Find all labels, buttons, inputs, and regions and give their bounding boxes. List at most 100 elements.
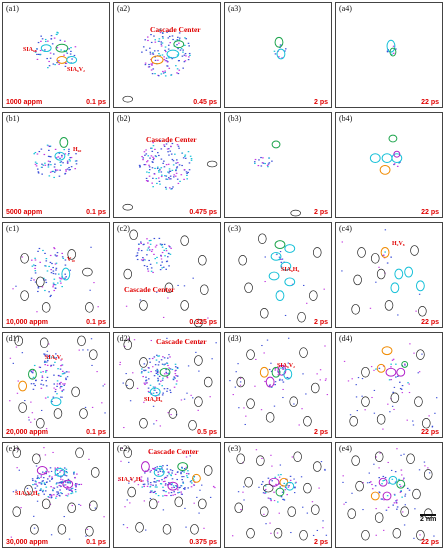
defect-atom [176, 178, 179, 180]
defect-atom [153, 356, 156, 358]
scattered-atom [167, 412, 169, 414]
defect-atom [146, 171, 148, 173]
defect-atom [169, 391, 172, 394]
defect-atom [47, 355, 50, 358]
defect-atom [260, 483, 263, 485]
defect-atom [262, 162, 265, 164]
defect-atom [42, 164, 45, 166]
panel-d1: (d1) 20,000 appm 0.1 ps SIA₆V₁ [2, 332, 110, 438]
defect-atom [283, 482, 286, 485]
black-cluster-ring [90, 467, 100, 478]
defect-atom [186, 174, 188, 176]
defect-atom [399, 484, 401, 486]
defect-atom [170, 145, 172, 147]
scattered-atom [361, 395, 363, 397]
defect-atom [143, 369, 145, 371]
defect-atom [281, 57, 283, 59]
defect-atom [176, 39, 179, 41]
scattered-atom [265, 523, 267, 525]
orange-cluster-ring [376, 363, 386, 373]
defect-atom [60, 482, 63, 484]
scattered-atom [199, 489, 201, 491]
scattered-atom [279, 378, 281, 380]
scattered-atom [234, 386, 237, 388]
scattered-atom [48, 343, 50, 345]
orange-cluster-ring [192, 473, 201, 483]
defect-atom [168, 170, 171, 172]
defect-atom [270, 370, 273, 372]
defect-atom [65, 62, 68, 65]
defect-atom [176, 68, 179, 70]
defect-atom [183, 178, 185, 181]
scattered-atom [244, 423, 246, 426]
panel-c1: (c1) 10,000 appm 0.1 ps V₁₀ [2, 222, 110, 328]
defect-atom [381, 498, 384, 500]
defect-atom [168, 35, 171, 38]
scattered-atom [126, 527, 129, 529]
defect-atom [138, 164, 141, 166]
scattered-atom [90, 338, 93, 340]
defect-atom [55, 468, 58, 470]
defect-atom [148, 164, 150, 166]
defect-atom [382, 254, 384, 257]
defect-atom [34, 384, 36, 387]
defect-atom [41, 38, 44, 40]
defect-atom [381, 483, 383, 485]
defect-atom [40, 166, 43, 168]
defect-atom [154, 73, 156, 75]
defect-atom [164, 363, 167, 365]
scattered-atom [68, 538, 71, 540]
defect-atom [48, 149, 50, 151]
scattered-atom [162, 509, 165, 511]
defect-atom [67, 493, 70, 495]
defect-atom [168, 30, 171, 32]
defect-atom [184, 157, 187, 159]
defect-atom [74, 46, 77, 48]
black-cluster-ring [303, 416, 312, 427]
defect-atom [143, 164, 146, 166]
defect-atom [156, 369, 159, 371]
scattered-atom [302, 506, 304, 508]
scattered-atom [254, 385, 256, 387]
defect-atom [159, 183, 161, 185]
defect-atom [150, 63, 152, 65]
defect-atom [165, 476, 168, 479]
scattered-atom [139, 299, 142, 301]
defect-atom [54, 263, 57, 265]
black-cluster-ring [259, 506, 269, 517]
defect-atom [44, 265, 46, 267]
defect-atom [193, 476, 195, 478]
cyan-cluster-ring [381, 153, 393, 164]
defect-atom [41, 163, 43, 165]
defect-atom [151, 182, 153, 184]
defect-atom [146, 382, 148, 384]
defect-atom [185, 171, 188, 173]
time-label: 22 ps [421, 209, 439, 216]
defect-atom [70, 489, 73, 492]
defect-atom [45, 481, 48, 484]
defect-atom [37, 477, 39, 479]
defect-atom [61, 285, 63, 288]
scattered-atom [433, 535, 435, 537]
defect-atom [157, 177, 160, 179]
time-label: 0.475 ps [189, 209, 217, 216]
scattered-atom [36, 500, 39, 502]
defect-atom [152, 68, 155, 70]
defect-atom [164, 480, 166, 482]
scattered-atom [21, 352, 24, 354]
scattered-atom [15, 489, 17, 491]
defect-map [123, 229, 209, 327]
scattered-atom [101, 402, 103, 404]
defect-atom [149, 263, 152, 265]
scattered-atom [119, 361, 121, 363]
defect-atom [33, 383, 35, 385]
defect-atom [142, 46, 145, 48]
scattered-atom [239, 384, 242, 386]
defect-atom [61, 154, 63, 156]
defect-atom [44, 360, 46, 362]
scattered-atom [324, 469, 326, 471]
defect-atom [31, 265, 34, 267]
scattered-atom [60, 396, 62, 398]
scattered-atom [192, 397, 194, 399]
scattered-atom [305, 393, 307, 395]
